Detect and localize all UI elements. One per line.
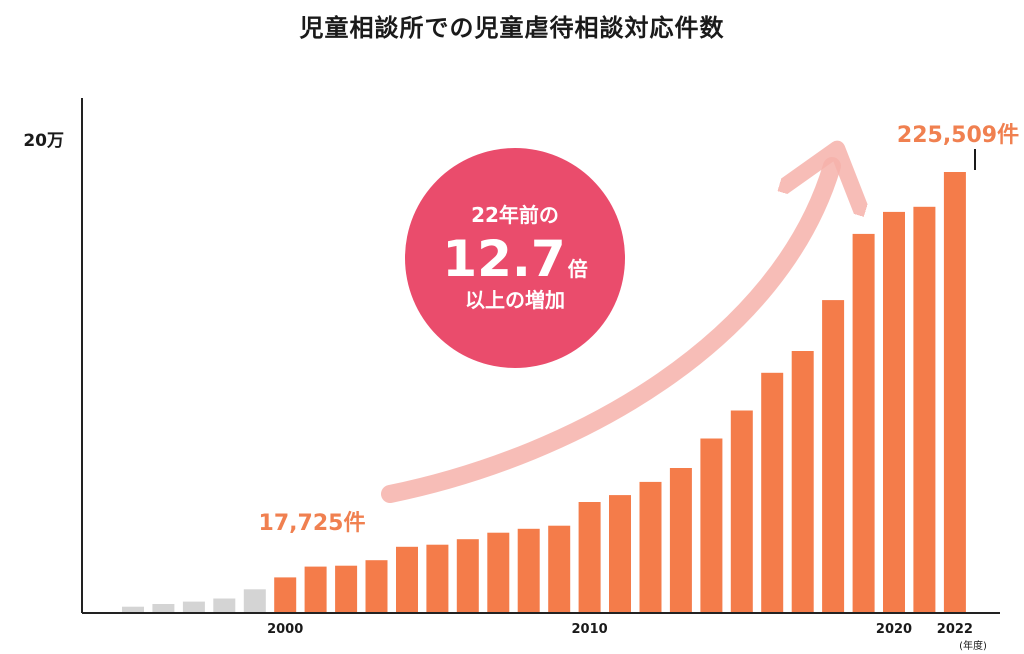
bar-2014 (700, 438, 723, 612)
bar-1995 (122, 606, 144, 612)
bar-2017 (791, 351, 814, 612)
bar-2013 (669, 468, 692, 612)
x-ticks-group: 2000 2010 2020 2022 (267, 622, 973, 637)
start-value-label: 17,725件 (259, 511, 366, 536)
bar-2010 (578, 502, 601, 612)
bar-1999 (243, 589, 266, 612)
callout-big-line: 12.7 倍 (442, 230, 587, 288)
x-tick-label-2022: 2022 (937, 622, 973, 637)
x-tick-label-2020: 2020 (876, 622, 912, 637)
bar-2005 (426, 544, 449, 612)
callout-line-1: 22年前の (471, 203, 559, 227)
bar-1998 (213, 598, 236, 612)
bar-2004 (396, 546, 418, 612)
bars-group (122, 172, 966, 613)
bar-1997 (182, 601, 205, 612)
bar-2020 (883, 211, 905, 612)
bar-2001 (304, 566, 327, 612)
y-tick-label: 20万 (23, 131, 64, 151)
bar-2007 (487, 532, 510, 612)
bar-2019 (852, 233, 875, 612)
bar-2016 (761, 372, 784, 612)
bar-2009 (548, 525, 571, 612)
callout-big-number: 12.7 (442, 230, 565, 288)
bar-2022 (943, 172, 966, 612)
x-unit-label: (年度) (959, 639, 987, 652)
chart-title: 児童相談所での児童虐待相談対応件数 (299, 14, 725, 42)
callout-line-3: 以上の増加 (465, 288, 565, 312)
bar-2003 (365, 560, 388, 612)
bar-2002 (335, 565, 358, 612)
bar-2015 (730, 410, 753, 612)
bar-1996 (152, 604, 175, 612)
x-tick-label-2000: 2000 (267, 622, 303, 637)
bar-2008 (517, 528, 540, 612)
growth-arrow (381, 166, 832, 503)
bar-2011 (609, 495, 631, 612)
bar-2006 (456, 539, 479, 612)
bar-2000 (274, 577, 297, 612)
bar-2012 (639, 481, 662, 612)
x-tick-label-2010: 2010 (572, 622, 608, 637)
bar-2018 (822, 300, 845, 612)
callout-circle (405, 148, 625, 368)
bar-2021 (913, 206, 936, 613)
callout-big-unit: 倍 (568, 257, 588, 281)
end-value-label: 225,509件 (897, 123, 1019, 148)
